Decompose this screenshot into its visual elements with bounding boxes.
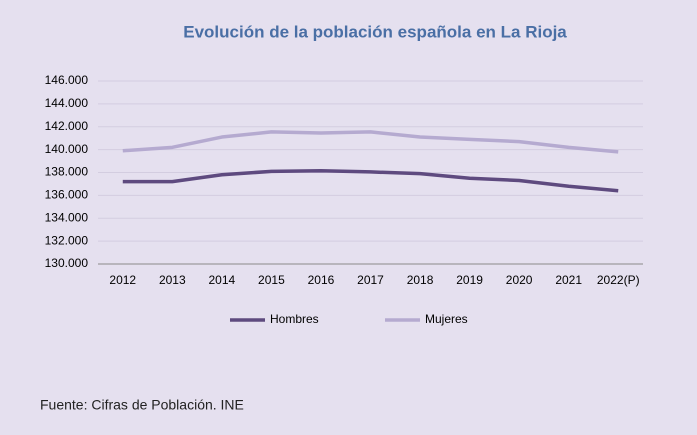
- x-tick-label: 2020: [506, 273, 533, 287]
- y-tick-label: 140.000: [45, 142, 89, 156]
- y-tick-label: 144.000: [45, 96, 89, 110]
- x-tick-label: 2012: [109, 273, 136, 287]
- y-tick-label: 138.000: [45, 165, 89, 179]
- x-tick-label: 2017: [357, 273, 384, 287]
- series-line: [122, 130, 619, 154]
- x-tick-label: 2022(P): [597, 273, 640, 287]
- y-tick-label: 136.000: [45, 188, 89, 202]
- y-tick-label: 130.000: [45, 256, 89, 270]
- y-tick-label: 132.000: [45, 233, 89, 247]
- y-tick-label: 146.000: [45, 73, 89, 87]
- legend-label: Hombres: [270, 312, 319, 326]
- x-tick-label: 2015: [258, 273, 285, 287]
- x-tick-label: 2018: [407, 273, 434, 287]
- series-line: [122, 169, 619, 193]
- y-tick-label: 142.000: [45, 119, 89, 133]
- x-tick-label: 2019: [456, 273, 483, 287]
- x-tick-label: 2016: [308, 273, 335, 287]
- chart-title: Evolución de la población española en La…: [183, 22, 567, 41]
- source-note: Fuente: Cifras de Población. INE: [40, 397, 244, 413]
- x-tick-label: 2013: [159, 273, 186, 287]
- y-tick-label: 134.000: [45, 210, 89, 224]
- x-tick-label: 2014: [209, 273, 236, 287]
- legend-label: Mujeres: [425, 312, 468, 326]
- x-tick-label: 2021: [555, 273, 582, 287]
